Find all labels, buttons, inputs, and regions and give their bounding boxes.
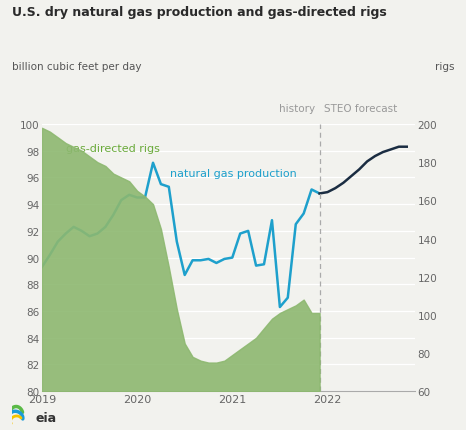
Text: rigs: rigs: [435, 62, 454, 72]
Text: billion cubic feet per day: billion cubic feet per day: [12, 62, 141, 72]
Text: history: history: [279, 104, 315, 114]
Text: eia: eia: [35, 412, 56, 424]
Text: U.S. dry natural gas production and gas-directed rigs: U.S. dry natural gas production and gas-…: [12, 6, 386, 19]
Text: natural gas production: natural gas production: [171, 169, 297, 179]
Text: gas-directed rigs: gas-directed rigs: [66, 143, 160, 154]
Text: STEO forecast: STEO forecast: [324, 104, 397, 114]
